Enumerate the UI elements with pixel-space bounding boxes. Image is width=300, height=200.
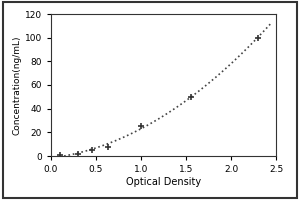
X-axis label: Optical Density: Optical Density: [126, 177, 201, 187]
Y-axis label: Concentration(ng/mL): Concentration(ng/mL): [13, 35, 22, 135]
